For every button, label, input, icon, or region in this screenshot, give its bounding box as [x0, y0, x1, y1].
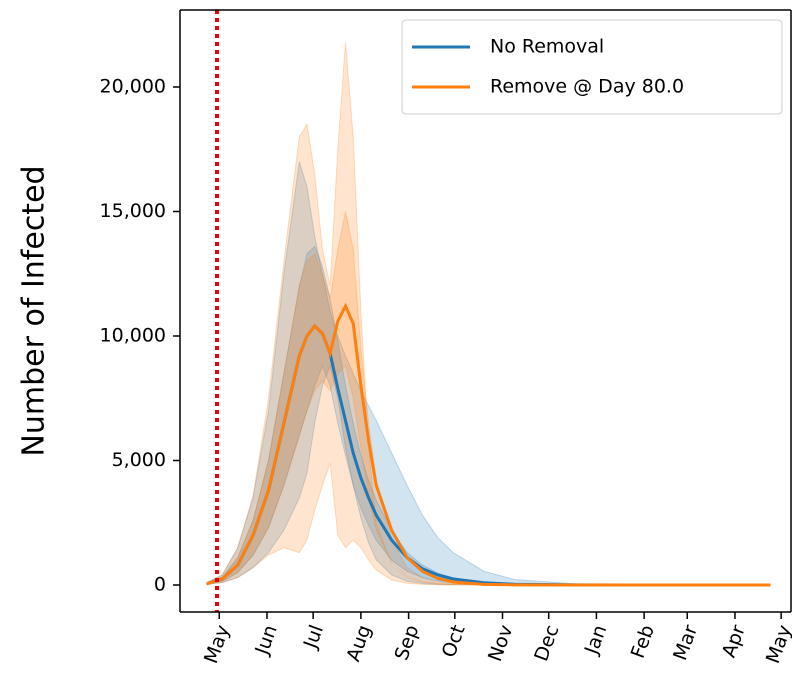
x-tick-label: Apr [718, 622, 750, 661]
band [206, 42, 771, 586]
y-tick-label: 15,000 [100, 200, 166, 222]
legend-label: Remove @ Day 80.0 [490, 76, 684, 98]
x-tick-label: Oct [438, 622, 470, 660]
x-tick-label: Dec [530, 622, 563, 664]
x-tick-label: Nov [484, 622, 517, 664]
y-tick-label: 20,000 [100, 75, 166, 97]
y-tick-label: 10,000 [100, 325, 166, 347]
x-tick-label: Sep [391, 622, 424, 663]
line [206, 302, 771, 587]
y-tick-label: 0 [154, 574, 166, 596]
x-tick-label: May [200, 622, 234, 666]
x-tick-label: Aug [342, 622, 375, 664]
x-tick-label: Mar [669, 622, 702, 663]
legend-box [401, 19, 783, 115]
x-tick-label: May [762, 622, 792, 666]
x-tick-label: Jul [299, 622, 328, 652]
y-axis-label: Number of Infected [17, 165, 52, 456]
x-tick-label: Jan [580, 622, 611, 658]
x-tick-label: Jun [251, 622, 282, 658]
x-tick-label: Feb [627, 622, 659, 661]
legend-label: No Removal [490, 36, 604, 58]
y-tick-label: 5,000 [112, 449, 166, 471]
